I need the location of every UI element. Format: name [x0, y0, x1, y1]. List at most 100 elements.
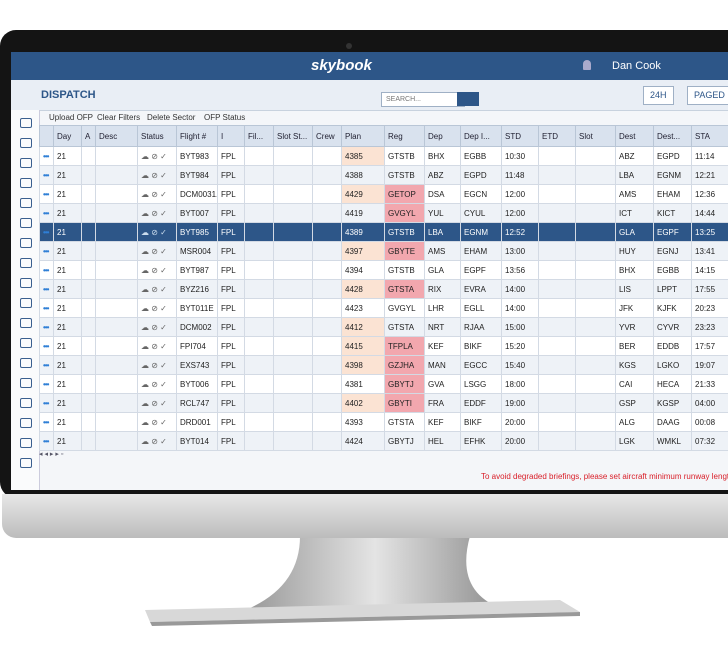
- table-cell: •••: [39, 165, 54, 185]
- sidebar-icon[interactable]: [20, 118, 32, 128]
- sidebar-icon[interactable]: [20, 278, 32, 288]
- sidebar-icon[interactable]: [20, 378, 32, 388]
- table-row[interactable]: ••• 21 ☁ ⊘ ✓ FPI704 FPL 4415 TFPLA KEF BIKF 15:20…: [39, 336, 728, 356]
- table-cell: [538, 146, 576, 166]
- sidebar-icon[interactable]: [20, 178, 32, 188]
- status-icons: ☁ ⊘ ✓: [141, 436, 167, 446]
- column-header: Dest...: [653, 125, 692, 147]
- status-icons: ☁ ⊘ ✓: [141, 151, 167, 161]
- table-cell: 21: [53, 336, 82, 356]
- table-row[interactable]: ••• 21 ☁ ⊘ ✓ BYT006 FPL 4381 GBYTJ GVA LSGG 18:00…: [39, 374, 728, 394]
- table-cell: [312, 222, 342, 242]
- action-button[interactable]: Upload OFP: [49, 113, 94, 122]
- table-cell: ☁ ⊘ ✓: [137, 431, 177, 451]
- table-cell: LPPT: [653, 279, 692, 299]
- action-button[interactable]: OFP Status: [204, 113, 246, 122]
- table-row[interactable]: ••• 21 ☁ ⊘ ✓ EXS743 FPL 4398 GZJHA MAN EGCC 15:40…: [39, 355, 728, 375]
- table-row[interactable]: ••• 21 ☁ ⊘ ✓ MSR004 FPL 4397 GBYTE AMS EHAM 13:00…: [39, 241, 728, 261]
- table-cell: [273, 298, 313, 318]
- sidebar-icon[interactable]: [20, 198, 32, 208]
- table-row[interactable]: ••• 21 ☁ ⊘ ✓ BYT987 FPL 4394 GTSTB GLA EGPF 13:56…: [39, 260, 728, 280]
- column-header: Dep: [424, 125, 461, 147]
- table-row[interactable]: ••• 21 ☁ ⊘ ✓ BYT983 FPL 4385 GTSTB BHX EGBB 10:30…: [39, 146, 728, 166]
- sidebar-icon[interactable]: [20, 438, 32, 448]
- table-row[interactable]: •••21☁ ⊘ ✓DCM0031...FPL4429GETOPDSAEGCN1…: [39, 184, 728, 204]
- column-header: Desc: [95, 125, 138, 147]
- sidebar-icon[interactable]: [20, 158, 32, 168]
- table-cell: FPL: [217, 393, 245, 413]
- status-icons: ☁ ⊘ ✓: [141, 341, 167, 351]
- table-cell: YVR: [615, 317, 654, 337]
- table-cell: [312, 336, 342, 356]
- view-button[interactable]: 24H: [643, 86, 674, 105]
- table-cell: [95, 317, 138, 337]
- action-bar: Upload OFP Clear Filters Delete Sector O…: [39, 110, 728, 126]
- sidebar-icon[interactable]: [20, 138, 32, 148]
- table-cell: GLA: [615, 222, 654, 242]
- search-button[interactable]: [457, 92, 479, 106]
- sidebar-icon[interactable]: [20, 258, 32, 268]
- table-cell: DCM002: [176, 317, 218, 337]
- view-button[interactable]: PAGED: [687, 86, 728, 105]
- sidebar-icon[interactable]: [20, 218, 32, 228]
- sidebar-icon[interactable]: [20, 338, 32, 348]
- table-cell: CYUL: [460, 203, 502, 223]
- table-cell: [538, 260, 576, 280]
- sidebar-icon[interactable]: [20, 298, 32, 308]
- table-cell: FPL: [217, 355, 245, 375]
- table-cell: [81, 146, 96, 166]
- table-cell: •••: [39, 184, 54, 204]
- table-cell: 12:52: [501, 222, 539, 242]
- table-cell: 21: [53, 298, 82, 318]
- table-row[interactable]: ••• 21 ☁ ⊘ ✓ BYT007 FPL 4419 GVGYL YUL CYUL 12:00…: [39, 203, 728, 223]
- table-row[interactable]: ••• 21 ☁ ⊘ ✓ BYT984 FPL 4388 GTSTB ABZ EGPD 11:48…: [39, 165, 728, 185]
- table-row[interactable]: ••• 21 ☁ ⊘ ✓ DRD001 FPL 4393 GTSTA KEF BIKF 20:00…: [39, 412, 728, 432]
- sidebar-icon[interactable]: [20, 358, 32, 368]
- table-cell: [312, 279, 342, 299]
- table-row[interactable]: ••• 21 ☁ ⊘ ✓ RCL747 FPL 4402 GBYTI FRA EDDF 19:00…: [39, 393, 728, 413]
- table-cell: [312, 260, 342, 280]
- table-cell: ☁ ⊘ ✓: [137, 393, 177, 413]
- row-menu: •••: [43, 303, 49, 313]
- table-cell: ALG: [615, 412, 654, 432]
- action-button[interactable]: Delete Sector: [147, 113, 196, 122]
- table-cell: 19:00: [501, 393, 539, 413]
- table-row[interactable]: ••• 21 ☁ ⊘ ✓ BYT985 FPL 4389 GTSTB LBA EGNM 12:52…: [39, 222, 728, 242]
- table-cell: [312, 374, 342, 394]
- sidebar-icon[interactable]: [20, 238, 32, 248]
- table-cell: [81, 184, 96, 204]
- user-name[interactable]: Dan Cook: [612, 60, 661, 72]
- table-cell: [538, 279, 576, 299]
- table-cell: [575, 393, 616, 413]
- row-menu: •••: [43, 227, 49, 237]
- table-cell: 4402: [341, 393, 385, 413]
- table-row[interactable]: ••• 21 ☁ ⊘ ✓ BYZ216 FPL 4428 GTSTA RIX EVRA 14:00…: [39, 279, 728, 299]
- table-cell: 14:15: [691, 260, 728, 280]
- table-cell: 04:00: [691, 393, 728, 413]
- table-cell: GTSTB: [384, 146, 425, 166]
- sidebar-icon[interactable]: [20, 318, 32, 328]
- search-input[interactable]: SEARCH...: [381, 92, 465, 107]
- logo[interactable]: skybook: [311, 57, 372, 74]
- table-row[interactable]: ••• 21 ☁ ⊘ ✓ BYT014 FPL 4424 GBYTJ HEL EFHK 20:00…: [39, 431, 728, 451]
- table-cell: [244, 336, 274, 356]
- table-row[interactable]: ••• 21 ☁ ⊘ ✓ BYT011E FPL 4423 GVGYL LHR EGLL 14:0…: [39, 298, 728, 318]
- sidebar-icon[interactable]: [20, 418, 32, 428]
- table-cell: [575, 279, 616, 299]
- table-cell: EFHK: [460, 431, 502, 451]
- table-cell: [95, 374, 138, 394]
- table-cell: [95, 412, 138, 432]
- table-cell: 21:33: [691, 374, 728, 394]
- action-button[interactable]: Clear Filters: [97, 113, 141, 122]
- status-icons: ☁ ⊘ ✓: [141, 227, 167, 237]
- sidebar-icon[interactable]: [20, 398, 32, 408]
- bell-icon[interactable]: [583, 60, 591, 70]
- table-cell: ☁ ⊘ ✓: [137, 355, 177, 375]
- sidebar-icon[interactable]: [20, 458, 32, 468]
- table-cell: FPL: [217, 298, 245, 318]
- table-cell: GSP: [615, 393, 654, 413]
- table-cell: ☁ ⊘ ✓: [137, 184, 177, 204]
- table-row[interactable]: ••• 21 ☁ ⊘ ✓ DCM002 FPL 4412 GTSTA NRT RJAA 15:00…: [39, 317, 728, 337]
- table-cell: CYVR: [653, 317, 692, 337]
- table-cell: 21: [53, 279, 82, 299]
